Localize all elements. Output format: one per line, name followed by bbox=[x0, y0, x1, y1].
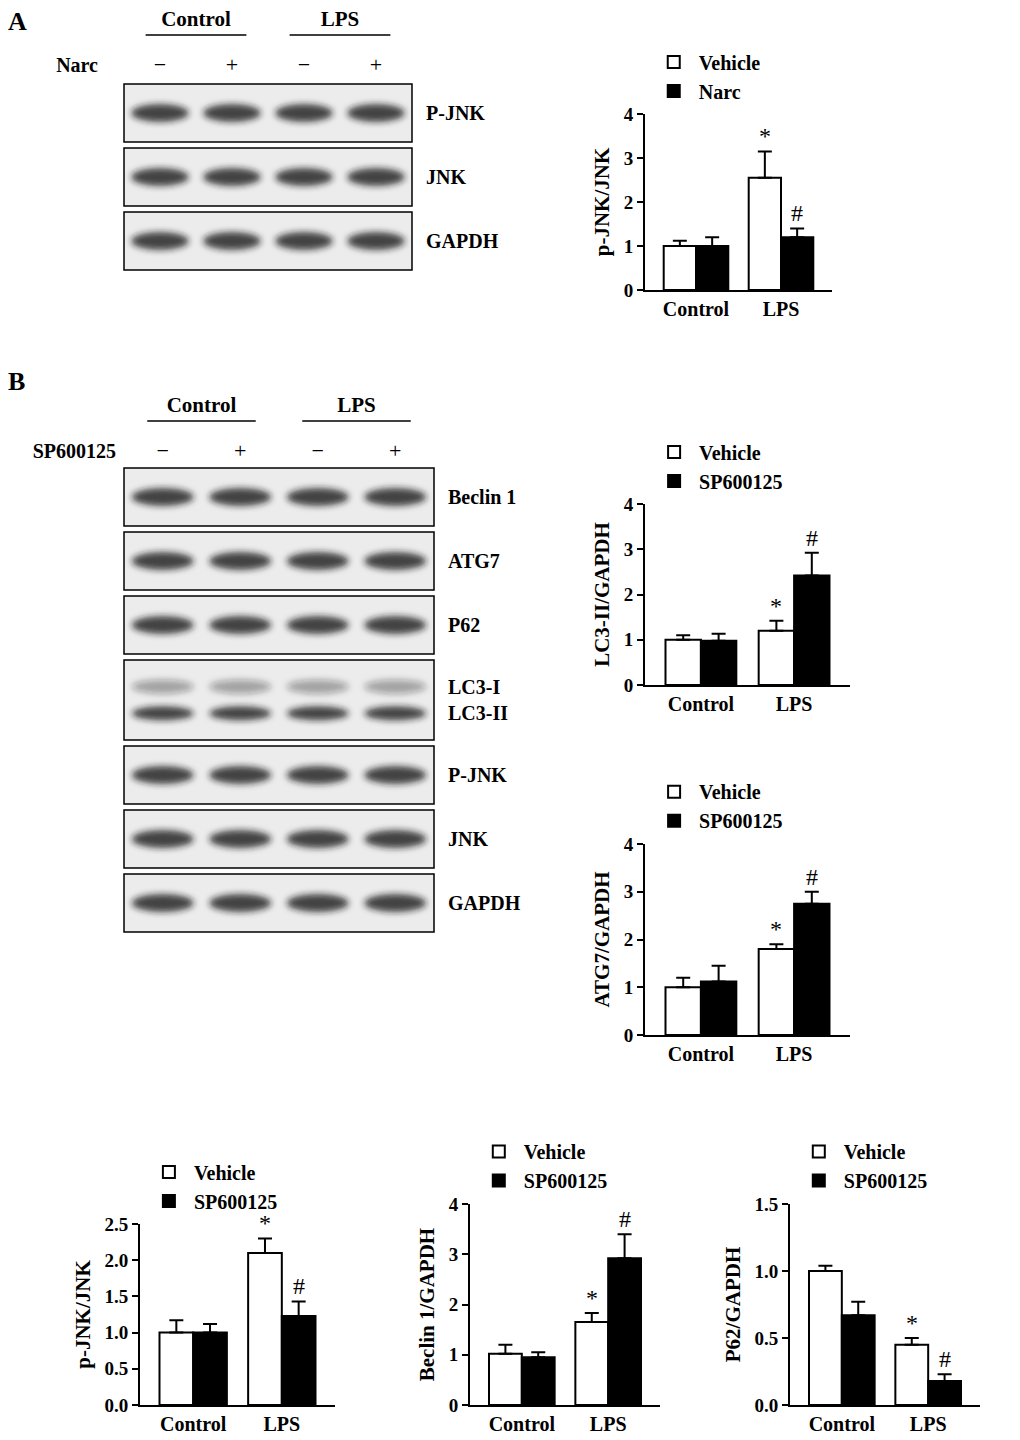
svg-text:P62: P62 bbox=[448, 614, 480, 636]
svg-text:1: 1 bbox=[624, 629, 634, 650]
svg-text:−: − bbox=[157, 438, 169, 463]
svg-text:JNK: JNK bbox=[426, 166, 466, 188]
svg-text:3: 3 bbox=[624, 539, 634, 560]
svg-text:Control: Control bbox=[809, 1413, 876, 1435]
svg-text:0: 0 bbox=[624, 280, 634, 301]
svg-text:1.5: 1.5 bbox=[104, 1286, 128, 1307]
svg-text:2: 2 bbox=[624, 929, 634, 950]
svg-text:Vehicle: Vehicle bbox=[844, 1141, 906, 1163]
svg-text:#: # bbox=[939, 1346, 951, 1372]
svg-text:#: # bbox=[806, 864, 818, 890]
svg-text:SP600125: SP600125 bbox=[524, 1170, 607, 1192]
svg-text:+: + bbox=[234, 438, 246, 463]
svg-text:1.5: 1.5 bbox=[754, 1194, 778, 1215]
svg-text:SP600125: SP600125 bbox=[844, 1170, 927, 1192]
svg-text:Control: Control bbox=[160, 1413, 227, 1435]
svg-text:Control: Control bbox=[663, 298, 730, 320]
svg-text:LPS: LPS bbox=[590, 1413, 627, 1435]
svg-text:−: − bbox=[312, 438, 324, 463]
svg-text:*: * bbox=[586, 1285, 598, 1311]
svg-text:4: 4 bbox=[624, 104, 634, 125]
svg-text:ATG7: ATG7 bbox=[448, 550, 500, 572]
svg-text:2: 2 bbox=[449, 1294, 459, 1315]
svg-text:GAPDH: GAPDH bbox=[448, 892, 521, 914]
svg-text:Control: Control bbox=[167, 393, 237, 417]
svg-text:Beclin 1: Beclin 1 bbox=[448, 486, 516, 508]
svg-text:SP600125: SP600125 bbox=[699, 810, 782, 832]
svg-text:+: + bbox=[226, 52, 238, 77]
svg-text:0: 0 bbox=[449, 1395, 459, 1416]
svg-text:LC3-II: LC3-II bbox=[448, 702, 508, 724]
svg-text:Beclin 1/GAPDH: Beclin 1/GAPDH bbox=[415, 1228, 439, 1381]
svg-text:*: * bbox=[759, 123, 771, 149]
svg-text:+: + bbox=[389, 438, 401, 463]
svg-text:B: B bbox=[8, 367, 25, 396]
svg-text:LPS: LPS bbox=[776, 1043, 813, 1065]
svg-text:4: 4 bbox=[624, 834, 634, 855]
svg-text:0.5: 0.5 bbox=[754, 1328, 778, 1349]
svg-text:*: * bbox=[770, 916, 782, 942]
svg-text:3: 3 bbox=[624, 148, 634, 169]
svg-text:2: 2 bbox=[624, 192, 634, 213]
svg-text:2.0: 2.0 bbox=[104, 1250, 128, 1271]
svg-text:#: # bbox=[619, 1206, 631, 1232]
svg-text:LC3-II/GAPDH: LC3-II/GAPDH bbox=[590, 522, 614, 667]
svg-text:Control: Control bbox=[668, 693, 735, 715]
svg-text:A: A bbox=[8, 7, 27, 36]
svg-text:1: 1 bbox=[624, 236, 634, 257]
svg-text:Narc: Narc bbox=[56, 54, 98, 76]
svg-text:−: − bbox=[154, 52, 166, 77]
svg-text:−: − bbox=[298, 52, 310, 77]
svg-text:LPS: LPS bbox=[263, 1413, 300, 1435]
svg-text:P62/GAPDH: P62/GAPDH bbox=[721, 1247, 745, 1363]
svg-text:Narc: Narc bbox=[699, 81, 741, 103]
svg-text:Vehicle: Vehicle bbox=[194, 1162, 256, 1184]
svg-text:P-JNK: P-JNK bbox=[426, 102, 485, 124]
svg-text:LPS: LPS bbox=[763, 298, 800, 320]
svg-text:LPS: LPS bbox=[321, 7, 360, 31]
svg-text:0.0: 0.0 bbox=[754, 1395, 778, 1416]
svg-text:3: 3 bbox=[449, 1244, 459, 1265]
svg-text:1: 1 bbox=[624, 977, 634, 998]
svg-text:SP600125: SP600125 bbox=[33, 440, 116, 462]
svg-text:Control: Control bbox=[668, 1043, 735, 1065]
svg-text:SP600125: SP600125 bbox=[194, 1191, 277, 1213]
svg-text:GAPDH: GAPDH bbox=[426, 230, 499, 252]
svg-text:Vehicle: Vehicle bbox=[699, 52, 761, 74]
svg-text:Control: Control bbox=[161, 7, 231, 31]
svg-text:1.0: 1.0 bbox=[754, 1261, 778, 1282]
svg-text:0.5: 0.5 bbox=[104, 1358, 128, 1379]
svg-text:0.0: 0.0 bbox=[104, 1395, 128, 1416]
svg-text:0: 0 bbox=[624, 675, 634, 696]
svg-text:Control: Control bbox=[489, 1413, 556, 1435]
svg-text:*: * bbox=[259, 1210, 271, 1236]
svg-text:p-JNK/JNK: p-JNK/JNK bbox=[71, 1260, 95, 1369]
svg-text:3: 3 bbox=[624, 881, 634, 902]
svg-text:SP600125: SP600125 bbox=[699, 471, 782, 493]
svg-text:#: # bbox=[293, 1273, 305, 1299]
svg-text:Vehicle: Vehicle bbox=[524, 1141, 586, 1163]
svg-text:0: 0 bbox=[624, 1025, 634, 1046]
svg-text:1: 1 bbox=[449, 1344, 459, 1365]
svg-text:ATG7/GAPDH: ATG7/GAPDH bbox=[590, 871, 614, 1007]
svg-text:LPS: LPS bbox=[337, 393, 376, 417]
svg-text:P-JNK: P-JNK bbox=[448, 764, 507, 786]
svg-text:2: 2 bbox=[624, 584, 634, 605]
svg-text:LC3-I: LC3-I bbox=[448, 676, 500, 698]
svg-text:1.0: 1.0 bbox=[104, 1322, 128, 1343]
svg-text:LPS: LPS bbox=[776, 693, 813, 715]
svg-text:JNK: JNK bbox=[448, 828, 488, 850]
svg-text:Vehicle: Vehicle bbox=[699, 781, 761, 803]
svg-text:p-JNK/JNK: p-JNK/JNK bbox=[590, 147, 614, 256]
svg-text:LPS: LPS bbox=[910, 1413, 947, 1435]
svg-text:Vehicle: Vehicle bbox=[699, 442, 761, 464]
svg-text:#: # bbox=[806, 525, 818, 551]
svg-text:4: 4 bbox=[624, 494, 634, 515]
svg-text:*: * bbox=[906, 1310, 918, 1336]
svg-text:+: + bbox=[370, 52, 382, 77]
svg-text:4: 4 bbox=[449, 1194, 459, 1215]
svg-text:2.5: 2.5 bbox=[104, 1214, 128, 1235]
svg-text:#: # bbox=[791, 200, 803, 226]
svg-text:*: * bbox=[770, 593, 782, 619]
